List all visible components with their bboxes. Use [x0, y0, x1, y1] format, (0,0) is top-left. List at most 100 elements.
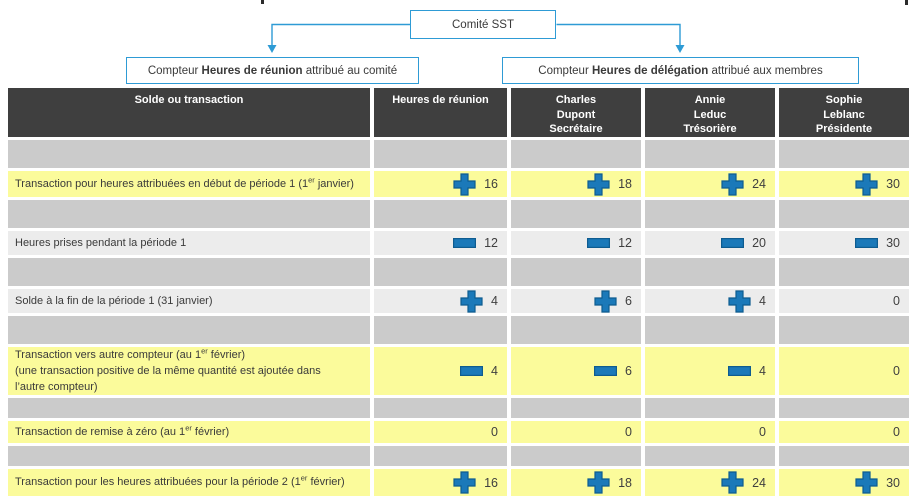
spacer-cell [511, 398, 641, 418]
value-cell: 16 [374, 469, 507, 496]
cell-value: 4 [759, 364, 766, 378]
spacer-cell [8, 316, 370, 344]
row-label-solde-fin-periode-1: Solde à la fin de la période 1 (31 janvi… [8, 289, 370, 313]
spacer-cell [374, 258, 507, 286]
spacer-cell [645, 258, 775, 286]
crop-artifact [261, 0, 264, 4]
cell-value: 30 [886, 236, 900, 250]
value-cell: 30 [779, 171, 909, 197]
cell-value: 24 [752, 177, 766, 191]
plus-icon [460, 289, 483, 313]
value-cell: 6 [511, 347, 641, 395]
value-cell: 0 [511, 421, 641, 443]
compteur-reunion-box: Compteur Heures de réunion attribué au c… [126, 57, 419, 84]
cell-value: 16 [484, 177, 498, 191]
value-cell: 0 [374, 421, 507, 443]
cell-value: 30 [886, 475, 900, 490]
cell-value: 18 [618, 177, 632, 191]
spacer-cell [779, 446, 909, 466]
spacer-cell [645, 200, 775, 228]
connector-arrows [267, 23, 685, 53]
value-cell: 4 [374, 289, 507, 313]
minus-icon [728, 366, 752, 376]
crop-artifact [905, 0, 908, 5]
spacer-cell [8, 140, 370, 168]
minus-icon [721, 238, 745, 248]
spacer-cell [779, 258, 909, 286]
cell-value: 0 [893, 294, 900, 308]
spacer-cell [779, 140, 909, 168]
value-cell: 18 [511, 469, 641, 496]
plus-icon [728, 289, 751, 313]
spacer-cell [779, 316, 909, 344]
row-label-transaction-vers-autre-compteur: Transaction vers autre compteur (au 1er … [8, 347, 370, 395]
cell-value: 4 [759, 294, 766, 308]
plus-icon [587, 172, 610, 196]
plus-icon [587, 471, 610, 494]
value-cell: 0 [779, 347, 909, 395]
spacer-cell [8, 258, 370, 286]
plus-icon [453, 172, 476, 196]
value-cell: 12 [511, 231, 641, 255]
compteur-delegation-label: Compteur Heures de délégation attribué a… [538, 64, 823, 77]
spacer-cell [374, 398, 507, 418]
plus-icon [594, 289, 617, 313]
cell-value: 18 [618, 475, 632, 490]
value-cell: 0 [645, 421, 775, 443]
cell-value: 0 [893, 425, 900, 439]
plus-icon [855, 471, 878, 494]
compteur-delegation-box: Compteur Heures de délégation attribué a… [502, 57, 859, 84]
spacer-cell [645, 316, 775, 344]
comite-sst-box: Comité SST [410, 10, 556, 39]
cell-value: 4 [491, 364, 498, 378]
row-label-heures-prises-periode-1: Heures prises pendant la période 1 [8, 231, 370, 255]
spacer-cell [511, 200, 641, 228]
value-cell: 30 [779, 231, 909, 255]
value-cell: 12 [374, 231, 507, 255]
column-header-sophie-leblanc: Sophie Leblanc Présidente [779, 88, 909, 137]
value-cell: 24 [645, 469, 775, 496]
spacer-cell [511, 446, 641, 466]
plus-icon [721, 172, 744, 196]
spacer-cell [511, 258, 641, 286]
cell-value: 4 [491, 294, 498, 308]
value-cell: 4 [645, 289, 775, 313]
cell-value: 0 [491, 425, 498, 439]
plus-icon [721, 471, 744, 494]
row-label-transaction-periode-2: Transaction pour les heures attribuées p… [8, 469, 370, 496]
minus-icon [855, 238, 879, 248]
minus-icon [587, 238, 611, 248]
spacer-cell [779, 398, 909, 418]
cell-value: 20 [752, 236, 766, 250]
row-label-transaction-debut-periode-1: Transaction pour heures attribuées en dé… [8, 171, 370, 197]
cell-value: 12 [484, 236, 498, 250]
spacer-cell [374, 200, 507, 228]
spacer-cell [374, 446, 507, 466]
spacer-cell [8, 446, 370, 466]
value-cell: 16 [374, 171, 507, 197]
arrow-down-icon [675, 45, 685, 53]
spacer-cell [374, 316, 507, 344]
compteur-reunion-label: Compteur Heures de réunion attribué au c… [147, 64, 398, 77]
cell-value: 0 [759, 425, 766, 439]
column-header-charles-dupont: Charles Dupont Secrétaire [511, 88, 641, 137]
column-header-annie-leduc: Annie Leduc Trésorière [645, 88, 775, 137]
spacer-cell [511, 140, 641, 168]
value-cell: 0 [779, 421, 909, 443]
cell-value: 30 [886, 177, 900, 191]
minus-icon [594, 366, 618, 376]
cell-value: 6 [625, 294, 632, 308]
spacer-cell [511, 316, 641, 344]
plus-icon [855, 172, 878, 196]
minus-icon [453, 238, 477, 248]
cell-value: 0 [893, 364, 900, 378]
arrow-down-icon [267, 45, 277, 53]
minus-icon [460, 366, 484, 376]
cell-value: 12 [618, 236, 632, 250]
value-cell: 6 [511, 289, 641, 313]
value-cell: 20 [645, 231, 775, 255]
spacer-cell [645, 398, 775, 418]
cell-value: 24 [752, 475, 766, 490]
counters-table: Solde ou transaction Heures de réunion C… [8, 88, 909, 496]
